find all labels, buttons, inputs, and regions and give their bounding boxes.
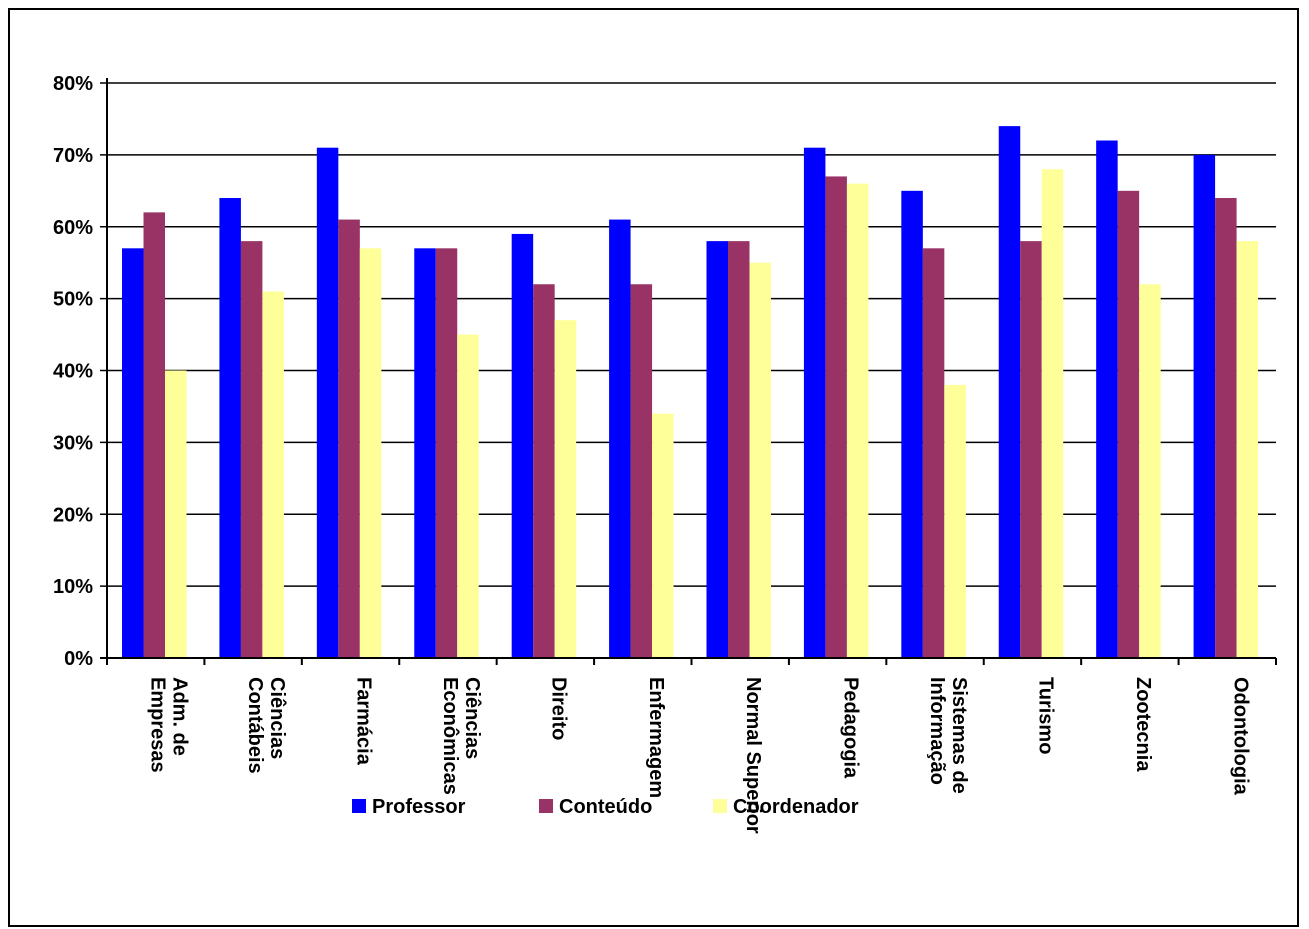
x-category-label: Sistemas de: [948, 677, 970, 794]
x-category-label: Pedagogia: [840, 677, 862, 779]
y-tick-label: 60%: [53, 217, 93, 239]
y-tick-label: 50%: [53, 289, 93, 311]
y-tick-label: 40%: [53, 361, 93, 383]
y-tick-label: 20%: [53, 504, 93, 526]
bar-coordenador: [359, 248, 382, 658]
bar-coordenador: [1139, 284, 1161, 658]
y-tick-label: 30%: [53, 432, 93, 454]
y-tick-label: 0%: [64, 648, 93, 670]
bar-professor: [706, 241, 728, 658]
x-category-label: Enfermagem: [645, 677, 667, 798]
x-category-label: Ciências: [266, 677, 288, 759]
bar-contedo: [630, 284, 653, 658]
legend-swatch: [352, 799, 366, 813]
bar-professor: [219, 198, 241, 658]
bar-contedo: [728, 241, 750, 658]
y-tick-label: 10%: [53, 576, 93, 598]
bar-professor: [414, 248, 436, 658]
bar-coordenador: [846, 183, 869, 658]
bar-contedo: [240, 241, 263, 658]
bar-professor: [1096, 140, 1118, 658]
bar-contedo: [1215, 198, 1237, 658]
legend-swatch: [713, 799, 727, 813]
legend-swatch: [539, 799, 553, 813]
bar-professor: [122, 248, 144, 658]
x-category-label: Ciências: [461, 677, 483, 759]
legend-label: Conteúdo: [559, 796, 652, 818]
bar-professor: [609, 219, 631, 658]
bar-coordenador: [1041, 169, 1064, 658]
bar-contedo: [533, 284, 555, 658]
y-tick-label: 70%: [53, 145, 93, 167]
bar-contedo: [922, 248, 945, 658]
bar-contedo: [1117, 190, 1140, 658]
bar-coordenador: [262, 291, 284, 658]
x-category-label: Contábeis: [244, 677, 266, 774]
x-category-label: Farmácia: [353, 677, 375, 766]
bar-coordenador: [1236, 241, 1259, 658]
y-tick-label: 80%: [53, 73, 93, 95]
bar-professor: [316, 147, 339, 658]
bar-contedo: [338, 219, 360, 658]
legend-label: Professor: [372, 796, 466, 818]
x-category-label: Normal Superior: [742, 677, 764, 834]
bar-coordenador: [749, 262, 771, 658]
bar-contedo: [825, 176, 847, 658]
x-category-label: Empresas: [147, 677, 169, 773]
legend-label: Coordenador: [733, 796, 859, 818]
x-category-label: Econômicas: [439, 677, 461, 795]
x-category-label: Direito: [547, 677, 569, 740]
bar-professor: [901, 190, 923, 658]
bar-coordenador: [554, 320, 577, 658]
x-category-label: Informação: [926, 677, 948, 785]
bar-coordenador: [165, 370, 187, 658]
bar-contedo: [435, 248, 458, 658]
bar-coordenador: [652, 413, 674, 658]
bar-coordenador: [457, 334, 479, 658]
bar-professor: [511, 233, 534, 658]
x-category-label: Zootecnia: [1132, 677, 1154, 772]
bar-coordenador: [944, 384, 966, 658]
bar-contedo: [1020, 241, 1042, 658]
x-category-label: Odontologia: [1229, 677, 1251, 796]
bar-professor: [998, 126, 1021, 658]
x-category-label: Adm. de: [169, 677, 191, 756]
x-category-label: Turismo: [1034, 677, 1056, 754]
bar-contedo: [143, 212, 165, 658]
bar-professor: [1193, 154, 1216, 658]
bar-professor: [803, 147, 826, 658]
